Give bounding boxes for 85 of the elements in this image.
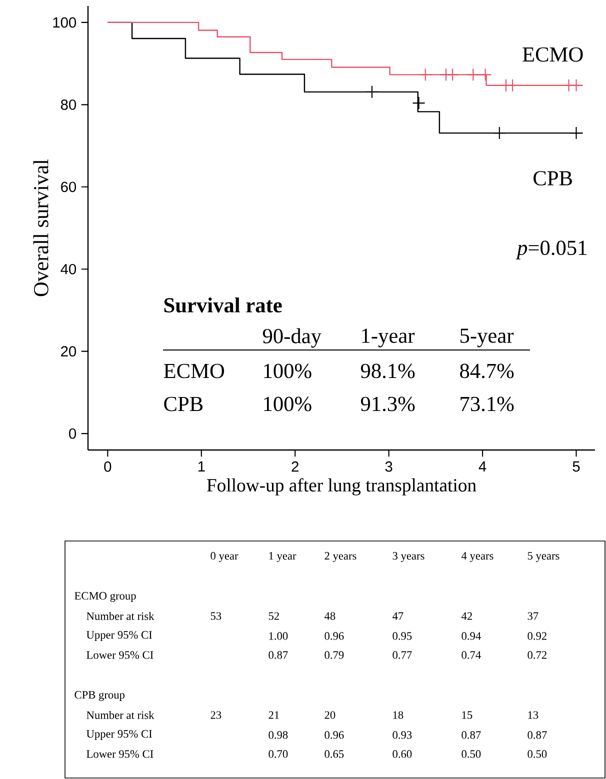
- text: 0.74: [462, 651, 481, 659]
- text: 0.95: [392, 632, 412, 640]
- text: 0.87: [462, 731, 481, 739]
- y-tick-label: 20: [61, 346, 76, 357]
- text: 0.92: [528, 632, 546, 640]
- text: 23: [210, 711, 222, 719]
- y-tick-label: 0: [69, 428, 76, 439]
- text: ECMO group: [74, 592, 136, 602]
- y-tick-label: 60: [61, 182, 76, 192]
- annotation: 5-year: [460, 328, 514, 348]
- text: Lower 95% CI: [86, 651, 154, 659]
- y-tick-label: 80: [60, 100, 76, 110]
- text: 0.87: [268, 651, 288, 659]
- text: 0.50: [462, 750, 481, 758]
- annotation: 100%: [264, 364, 312, 378]
- text: 0.77: [392, 651, 412, 659]
- text: 0.96: [324, 731, 344, 739]
- point: [478, 68, 492, 82]
- text: 4 years: [461, 552, 494, 562]
- text: 47: [392, 612, 404, 620]
- text: 1.00: [269, 632, 288, 640]
- text: Number at risk: [86, 711, 154, 719]
- text: 0.87: [528, 731, 547, 739]
- point: [506, 78, 520, 92]
- point: [412, 96, 426, 110]
- annotation: 90-day: [262, 328, 322, 348]
- text: 48: [324, 612, 336, 620]
- text: 52: [268, 612, 279, 620]
- annotation: 98.1%: [360, 364, 415, 378]
- series-label: ECMO: [522, 47, 583, 62]
- text: 53: [210, 612, 222, 620]
- text: Lower 95% CI: [86, 750, 154, 758]
- text: 13: [528, 711, 538, 719]
- point: [570, 78, 583, 92]
- text: 5 years: [528, 552, 560, 562]
- text: CPB group: [74, 691, 125, 701]
- text: 0.60: [392, 750, 412, 758]
- text: 0.94: [462, 632, 481, 640]
- x-tick-label: 2: [292, 461, 298, 472]
- x-tick-label: 5: [572, 461, 580, 472]
- point: [466, 68, 480, 82]
- text: Number at risk: [86, 612, 154, 620]
- text: 3 years: [392, 552, 424, 562]
- annotation: 91.3%: [360, 396, 415, 412]
- annotation: CPB: [164, 396, 203, 412]
- annotation: Survival rate: [164, 297, 282, 313]
- point: [570, 126, 583, 140]
- text: 0.70: [268, 750, 288, 758]
- annotation: 100%: [264, 396, 312, 412]
- text: 0.50: [528, 750, 547, 758]
- text: 2 years: [324, 552, 356, 562]
- text: 0.72: [528, 651, 546, 659]
- x-tick-label: 4: [478, 461, 486, 472]
- text: 1 year: [269, 552, 296, 562]
- annotation: 73.1%: [460, 396, 514, 412]
- x-tick-label: 0: [104, 461, 112, 472]
- text: 18: [393, 711, 404, 719]
- point: [418, 68, 432, 82]
- x-tick-label: 1: [198, 461, 205, 472]
- annotation: 84.7%: [460, 364, 514, 378]
- text: 0 year: [210, 552, 238, 562]
- point: [492, 126, 506, 140]
- text: Upper 95% CI: [86, 631, 152, 641]
- text: 20: [324, 711, 336, 719]
- text: 0.98: [268, 731, 288, 739]
- y-axis-title: Overall survival: [33, 159, 48, 296]
- text: Upper 95% CI: [86, 730, 152, 740]
- point: [365, 85, 378, 98]
- annotation: 1-year: [362, 328, 415, 348]
- text: 0.79: [324, 651, 344, 659]
- text: 0.93: [392, 731, 412, 739]
- y-tick-label: 100: [53, 17, 76, 28]
- text: 0.96: [324, 632, 344, 640]
- text: 21: [268, 711, 279, 719]
- y-tick-label: 40: [60, 264, 76, 274]
- text: 0.65: [324, 750, 344, 758]
- text: 37: [528, 612, 538, 620]
- point: [446, 68, 460, 82]
- x-axis-title: Follow-up after lung transplantation: [206, 478, 476, 496]
- x-tick-label: 3: [385, 461, 392, 472]
- annotation: ECMO: [164, 364, 224, 378]
- annotation: p=0.051: [516, 240, 586, 260]
- text: 15: [462, 711, 472, 719]
- text: 42: [461, 612, 472, 620]
- series-label: CPB: [534, 171, 572, 186]
